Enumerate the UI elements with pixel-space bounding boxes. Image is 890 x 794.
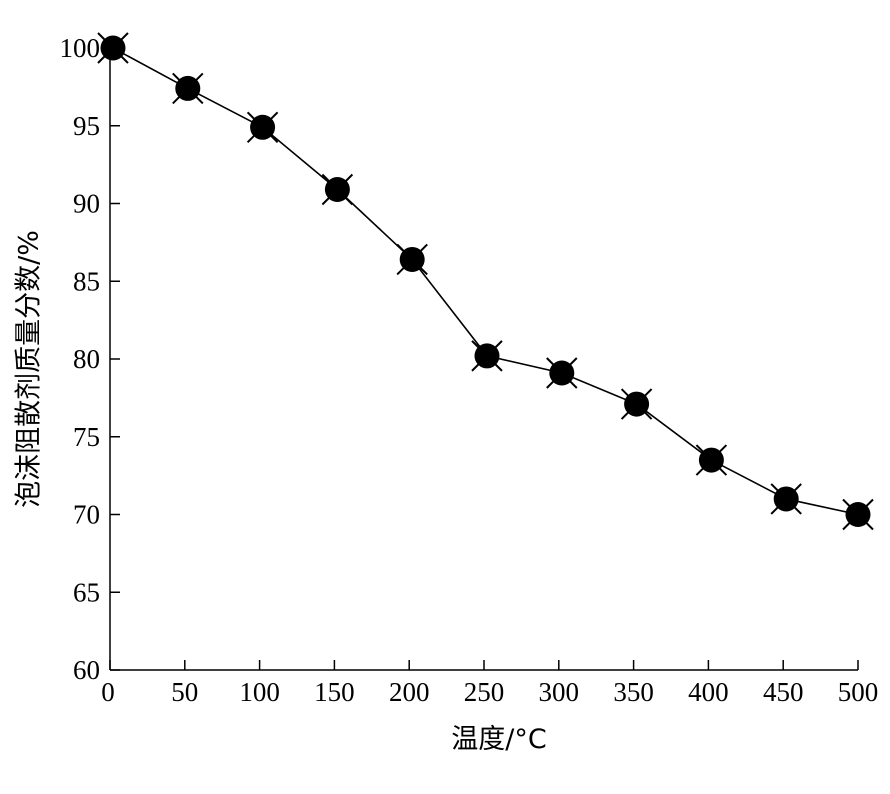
y-axis-ticks: 60 65 70 75 80 85 90 95 100 — [60, 33, 120, 685]
point-marker — [773, 486, 799, 512]
point-marker — [549, 360, 575, 386]
x-axis-ticks: 0 50 100 150 200 250 300 350 400 450 500 — [101, 660, 878, 707]
y-tick-label: 70 — [73, 500, 100, 530]
x-tick-label: 50 — [171, 677, 198, 707]
data-point — [842, 498, 874, 531]
data-point — [695, 444, 728, 476]
x-tick-label: 350 — [613, 677, 654, 707]
y-tick-label: 60 — [73, 655, 100, 685]
data-point — [396, 243, 428, 276]
x-tick-label: 500 — [838, 677, 879, 707]
y-tick-label: 75 — [73, 422, 100, 452]
point-marker — [175, 75, 201, 101]
point-marker — [624, 391, 650, 417]
x-axis-label: 温度/°C — [451, 724, 546, 755]
point-marker — [100, 35, 126, 61]
point-marker — [250, 114, 276, 140]
data-point — [321, 173, 354, 206]
x-tick-label: 450 — [763, 677, 804, 707]
y-tick-label: 85 — [73, 266, 100, 296]
y-tick-label: 90 — [73, 189, 100, 219]
series-group — [97, 32, 874, 531]
point-marker — [324, 177, 350, 203]
x-tick-label: 400 — [688, 677, 729, 707]
data-point — [546, 357, 578, 389]
point-marker — [474, 343, 500, 369]
point-marker — [399, 246, 425, 272]
x-tick-label: 0 — [101, 677, 115, 707]
data-point — [471, 340, 503, 372]
series-line — [112, 47, 859, 516]
data-point — [246, 111, 279, 144]
y-tick-label: 100 — [60, 33, 101, 63]
data-point — [770, 483, 802, 515]
y-tick-label: 95 — [73, 111, 100, 141]
data-point — [97, 32, 129, 64]
x-tick-label: 100 — [239, 677, 280, 707]
data-point — [620, 388, 653, 420]
x-tick-label: 250 — [464, 677, 505, 707]
x-tick-label: 300 — [539, 677, 580, 707]
y-tick-label: 65 — [73, 577, 100, 607]
y-tick-label: 80 — [73, 344, 100, 374]
point-marker — [845, 502, 871, 527]
y-axis-label: 泡沫阻散剂质量分数/% — [14, 230, 45, 508]
point-marker — [698, 447, 724, 473]
x-tick-label: 200 — [389, 677, 430, 707]
x-tick-label: 150 — [314, 677, 355, 707]
data-point — [172, 72, 204, 105]
